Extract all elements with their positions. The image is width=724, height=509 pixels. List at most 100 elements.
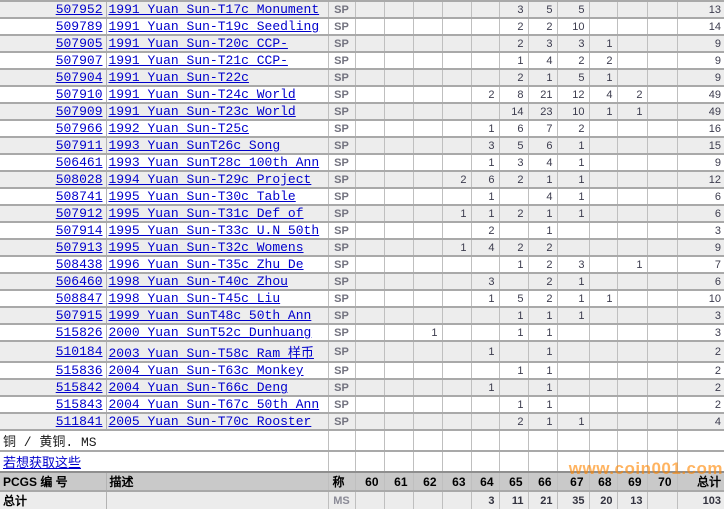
pcgs-number-link[interactable]: 509789 [55,19,103,34]
coin-description-link[interactable]: 1991 Yuan Sun-T20c CCP- [108,36,288,51]
coin-description-cell: 2004 Yuan Sun-T67c 50th Ann [105,396,328,413]
pcgs-number-link[interactable]: 510184 [55,344,103,359]
coin-description-link[interactable]: 2004 Yuan Sun-T63c Monkey [108,363,304,378]
grade-62-count [412,256,442,273]
pcgs-number-link[interactable]: 515826 [55,325,103,340]
pcgs-number-link[interactable]: 515836 [55,363,103,378]
header-pcgs-number: PCGS 编 号 [3,475,68,489]
grade-70-count [646,379,677,396]
coin-description-link[interactable]: 1996 Yuan Sun-T35c Zhu De [108,257,304,272]
grade-62-count: 1 [412,324,442,341]
coin-description-link[interactable]: 1991 Yuan Sun-T24c World [108,87,296,102]
pcgs-number-link[interactable]: 508847 [55,291,103,306]
coin-description-link[interactable]: 1995 Yuan Sun-T33c U.N 50th [108,223,320,238]
row-total: 9 [676,154,724,171]
table-row: 515826 2000 Yuan SunT52c Dunhuang SP 1 1 1 3 [0,324,724,341]
grade-64-count: 1 [470,154,499,171]
grade-69-count [616,154,647,171]
grade-62-count [412,222,442,239]
pcgs-number-link[interactable]: 507905 [55,36,103,51]
grade-68-count [588,379,617,396]
grand-total-label: 总计 [3,494,28,508]
row-total: 2 [676,379,724,396]
grade-64-count [470,1,499,18]
designation-cell: SP [327,137,355,154]
grade-69-count [616,290,647,307]
coin-description-cell: 2000 Yuan SunT52c Dunhuang [105,324,328,341]
total-grade-70 [646,491,677,509]
coin-description-link[interactable]: 1993 Yuan SunT26c Song [108,138,281,153]
coin-description-link[interactable]: 1991 Yuan Sun-T19c Seedling [108,19,320,34]
coin-description-link[interactable]: 1995 Yuan Sun-T31c Def of [108,206,304,221]
pcgs-number-link[interactable]: 507907 [55,53,103,68]
pcgs-number-link[interactable]: 507913 [55,240,103,255]
pcgs-number-cell: 507915 [0,307,106,324]
coin-description-link[interactable]: 1995 Yuan Sun-T30c Table [108,189,296,204]
coin-description-link[interactable]: 1991 Yuan Sun-T17c Monument [108,2,320,17]
pcgs-number-link[interactable]: 511841 [55,414,103,429]
coin-description-link[interactable]: 1998 Yuan Sun-T40c Zhou [108,274,288,289]
grade-69-count [616,379,647,396]
grade-60-count [354,273,384,290]
grade-60-count [354,379,384,396]
pcgs-number-link[interactable]: 515843 [55,397,103,412]
coin-description-cell: 1996 Yuan Sun-T35c Zhu De [105,256,328,273]
pcgs-number-link[interactable]: 508438 [55,257,103,272]
coin-description-cell: 1995 Yuan Sun-T31c Def of [105,205,328,222]
pcgs-number-link[interactable]: 507966 [55,121,103,136]
grade-66-count: 1 [527,171,557,188]
table-row: 507910 1991 Yuan Sun-T24c World SP 2 8 21 12 4 2… [0,86,724,103]
grade-61-count [383,307,413,324]
pcgs-number-link[interactable]: 507904 [55,70,103,85]
pcgs-number-link[interactable]: 507909 [55,104,103,119]
grade-65-count: 5 [498,290,528,307]
coin-description-link[interactable]: 1991 Yuan Sun-T23c World [108,104,296,119]
grade-65-count: 14 [498,103,528,120]
pcgs-number-link[interactable]: 507915 [55,308,103,323]
coin-description-link[interactable]: 1991 Yuan Sun-T21c CCP- [108,53,288,68]
pcgs-number-cell: 508847 [0,290,106,307]
grade-64-count [470,307,499,324]
table-row: 507915 1999 Yuan SunT48c 50th Ann SP 1 1 1 3 [0,307,724,324]
pcgs-number-link[interactable]: 506461 [55,155,103,170]
grade-67-count [556,239,589,256]
grade-60-count [354,154,384,171]
pcgs-number-link[interactable]: 507914 [55,223,103,238]
coin-description-link[interactable]: 1992 Yuan Sun-T25c [108,121,249,136]
pcgs-number-link[interactable]: 507910 [55,87,103,102]
pcgs-number-link[interactable]: 506460 [55,274,103,289]
grade-60-count [354,171,384,188]
pcgs-number-link[interactable]: 508741 [55,189,103,204]
table-row: 507912 1995 Yuan Sun-T31c Def of SP 1 1 2 1 1 6 [0,205,724,222]
coin-description-link[interactable]: 2000 Yuan SunT52c Dunhuang [108,325,312,340]
pcgs-number-link[interactable]: 507952 [55,2,103,17]
designation-cell: SP [327,396,355,413]
coin-description-link[interactable]: 1995 Yuan Sun-T32c Womens [108,240,304,255]
row-total: 2 [676,362,724,379]
coin-description-link[interactable]: 1998 Yuan Sun-T45c Liu [108,291,281,306]
coin-description-link[interactable]: 2005 Yuan Sun-T70c Rooster [108,414,312,429]
coin-description-cell: 1999 Yuan SunT48c 50th Ann [105,307,328,324]
coin-description-link[interactable]: 2004 Yuan Sun-T67c 50th Ann [108,397,320,412]
grade-60-count [354,86,384,103]
grade-62-count [412,86,442,103]
coin-description-link[interactable]: 2004 Yuan Sun-T66c Deng [108,380,288,395]
coin-description-link[interactable]: 1993 Yuan SunT28c 100th Ann [108,155,320,170]
info-link-row: 若想获取这些 [0,451,724,472]
grade-63-count [441,35,471,52]
grade-67-count: 1 [556,171,589,188]
designation-cell: SP [327,256,355,273]
acquire-these-link[interactable]: 若想获取这些 [3,456,82,471]
pcgs-number-link[interactable]: 508028 [55,172,103,187]
coin-description-link[interactable]: 1999 Yuan SunT48c 50th Ann [108,308,312,323]
pcgs-number-link[interactable]: 515842 [55,380,103,395]
designation-cell: SP [327,69,355,86]
header-grade-67: 67 [556,472,589,491]
table-row: 508438 1996 Yuan Sun-T35c Zhu De SP 1 2 3 1 7 [0,256,724,273]
pcgs-number-link[interactable]: 507911 [55,138,103,153]
grade-68-count: 1 [588,69,617,86]
coin-description-link[interactable]: 2003 Yuan Sun-T58c Ram 样币 [108,346,314,361]
pcgs-number-link[interactable]: 507912 [55,206,103,221]
coin-description-link[interactable]: 1991 Yuan Sun-T22c [108,70,249,85]
coin-description-link[interactable]: 1994 Yuan Sun-T29c Project [108,172,312,187]
